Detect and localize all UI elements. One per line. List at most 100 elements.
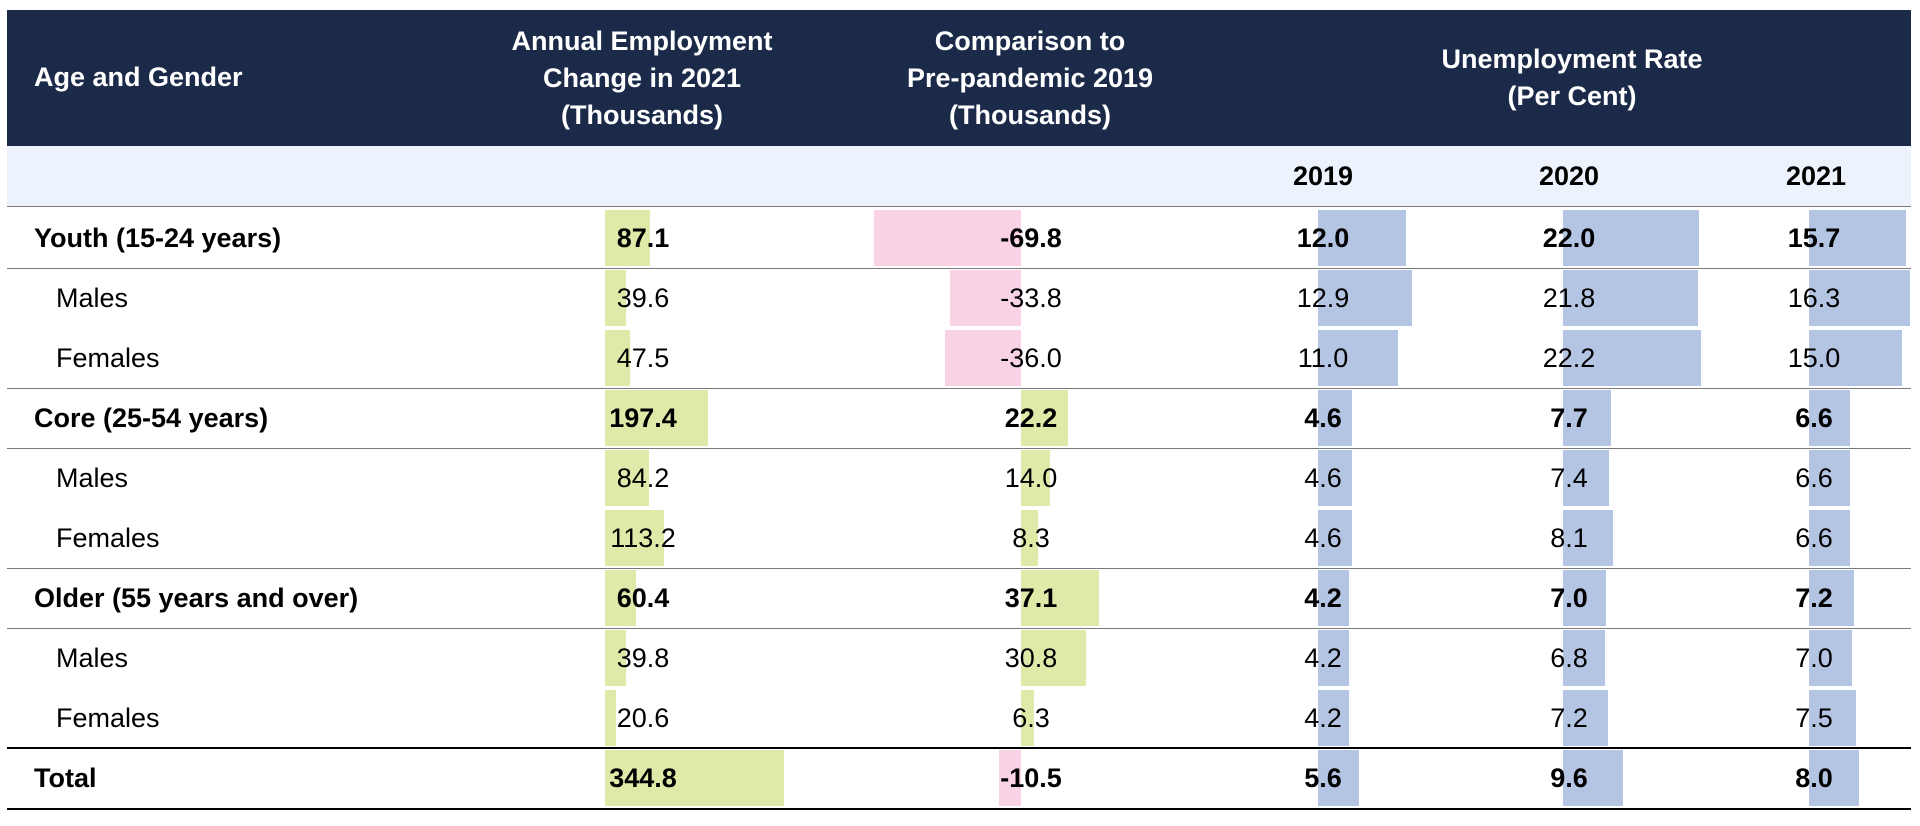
u2021-bar bbox=[1809, 330, 1902, 386]
u2019-bar bbox=[1318, 270, 1413, 326]
header-compare-line3: (Thousands) bbox=[949, 100, 1111, 130]
u2021-bar bbox=[1809, 270, 1911, 326]
u2019-bar bbox=[1318, 330, 1399, 386]
row-divider bbox=[7, 268, 1911, 269]
u2020-value: 9.6 bbox=[1550, 763, 1588, 793]
table-row: Females 113.2 8.3 4.6 8.1 6.6 bbox=[7, 508, 1911, 568]
change-bar bbox=[605, 750, 785, 806]
year-2020: 2020 bbox=[1538, 161, 1600, 191]
change-bar bbox=[605, 210, 651, 266]
u2019-value: 12.9 bbox=[1296, 283, 1350, 313]
row-label: Females bbox=[56, 523, 160, 553]
compare-value: 30.8 bbox=[1004, 643, 1058, 673]
u2021-bar bbox=[1809, 630, 1853, 686]
table-row: Females 47.5 -36.0 11.0 22.2 15.0 bbox=[7, 328, 1911, 388]
header-annual-line1: Annual Employment bbox=[511, 26, 773, 56]
row-label: Males bbox=[56, 643, 129, 673]
u2021-value: 16.3 bbox=[1787, 283, 1841, 313]
year-2019: 2019 bbox=[1292, 161, 1354, 191]
u2020-value: 7.2 bbox=[1550, 703, 1588, 733]
change-value: 87.1 bbox=[616, 223, 670, 253]
compare-value: -33.8 bbox=[1000, 283, 1062, 313]
u2019-value: 4.6 bbox=[1304, 403, 1342, 433]
row-label: Males bbox=[56, 283, 129, 313]
compare-value: 14.0 bbox=[1004, 463, 1058, 493]
u2019-bar bbox=[1318, 210, 1406, 266]
row-divider bbox=[7, 747, 1911, 749]
change-bar bbox=[605, 630, 626, 686]
u2020-bar bbox=[1563, 510, 1614, 566]
compare-value: 6.3 bbox=[1012, 703, 1050, 733]
table-row: Males 39.6 -33.8 12.9 21.8 16.3 bbox=[7, 268, 1911, 328]
row-divider bbox=[7, 388, 1911, 389]
compare-value: -10.5 bbox=[1000, 763, 1062, 793]
u2020-bar bbox=[1563, 270, 1699, 326]
compare-bar bbox=[1021, 690, 1035, 746]
table-row: Males 84.2 14.0 4.6 7.4 6.6 bbox=[7, 448, 1911, 508]
u2020-value: 7.7 bbox=[1550, 403, 1588, 433]
header-unemp-line1: Unemployment Rate bbox=[1441, 44, 1703, 74]
u2021-value: 7.0 bbox=[1795, 643, 1833, 673]
table-header: Age and Gender Annual Employment Change … bbox=[7, 10, 1911, 146]
change-bar bbox=[605, 270, 626, 326]
table-row: Youth (15-24 years) 87.1 -69.8 12.0 22.0 15.7 bbox=[7, 208, 1911, 268]
row-label: Females bbox=[56, 343, 160, 373]
row-divider bbox=[7, 448, 1911, 449]
u2019-value: 4.2 bbox=[1304, 703, 1342, 733]
u2021-bar bbox=[1809, 690, 1856, 746]
row-label: Youth (15-24 years) bbox=[34, 223, 282, 253]
row-label: Females bbox=[56, 703, 160, 733]
u2020-value: 7.0 bbox=[1550, 583, 1588, 613]
u2021-bar bbox=[1809, 570, 1854, 626]
u2021-bar bbox=[1809, 510, 1850, 566]
u2019-bar bbox=[1318, 630, 1349, 686]
u2019-value: 4.6 bbox=[1304, 463, 1342, 493]
table-row: Total 344.8 -10.5 5.6 9.6 8.0 bbox=[7, 748, 1911, 808]
u2020-bar bbox=[1563, 630, 1606, 686]
u2021-value: 15.0 bbox=[1787, 343, 1841, 373]
u2021-value: 6.6 bbox=[1795, 403, 1833, 433]
header-annual-line2: Change in 2021 bbox=[542, 63, 742, 93]
row-label: Older (55 years and over) bbox=[34, 583, 359, 613]
u2019-value: 4.2 bbox=[1304, 583, 1342, 613]
change-value: 39.8 bbox=[616, 643, 670, 673]
compare-bar bbox=[874, 210, 1021, 266]
row-divider bbox=[7, 206, 1911, 207]
u2020-bar bbox=[1563, 750, 1623, 806]
row-divider bbox=[7, 808, 1911, 810]
compare-bar bbox=[945, 330, 1021, 386]
u2020-bar bbox=[1563, 390, 1611, 446]
compare-bar bbox=[1021, 630, 1086, 686]
u2021-value: 6.6 bbox=[1795, 523, 1833, 553]
u2021-bar bbox=[1809, 450, 1850, 506]
u2019-bar bbox=[1318, 510, 1352, 566]
u2021-bar bbox=[1809, 750, 1859, 806]
u2021-bar bbox=[1809, 210, 1907, 266]
u2021-value: 8.0 bbox=[1795, 763, 1833, 793]
u2020-value: 22.2 bbox=[1542, 343, 1596, 373]
header-compare-line1: Comparison to bbox=[934, 26, 1126, 56]
change-value: 20.6 bbox=[616, 703, 670, 733]
u2021-value: 7.2 bbox=[1795, 583, 1833, 613]
change-bar bbox=[605, 330, 630, 386]
compare-bar bbox=[1021, 450, 1051, 506]
change-value: 60.4 bbox=[616, 583, 670, 613]
u2020-value: 7.4 bbox=[1550, 463, 1588, 493]
row-label: Total bbox=[34, 763, 97, 793]
u2021-value: 6.6 bbox=[1795, 463, 1833, 493]
compare-value: 37.1 bbox=[1004, 583, 1058, 613]
compare-bar bbox=[950, 270, 1021, 326]
row-label: Core (25-54 years) bbox=[34, 403, 269, 433]
row-divider bbox=[7, 568, 1911, 569]
u2019-bar bbox=[1318, 570, 1349, 626]
row-divider bbox=[7, 628, 1911, 629]
change-value: 84.2 bbox=[616, 463, 670, 493]
compare-value: -69.8 bbox=[1000, 223, 1062, 253]
row-label: Males bbox=[56, 463, 129, 493]
change-value: 39.6 bbox=[616, 283, 670, 313]
compare-value: 22.2 bbox=[1004, 403, 1058, 433]
u2020-bar bbox=[1563, 690, 1608, 746]
header-age-gender: Age and Gender bbox=[34, 62, 243, 92]
compare-bar bbox=[1021, 570, 1099, 626]
u2021-bar bbox=[1809, 390, 1850, 446]
